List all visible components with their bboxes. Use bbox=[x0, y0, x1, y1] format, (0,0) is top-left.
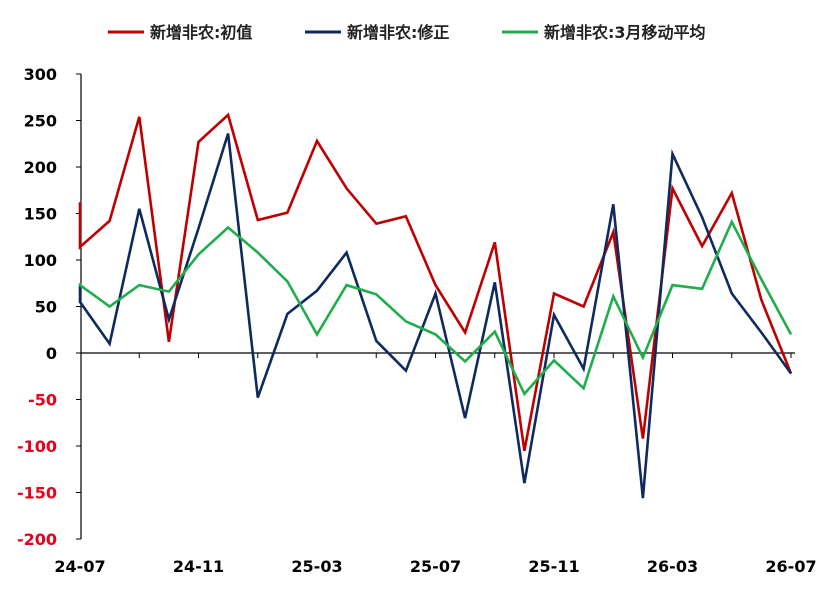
legend-item-2: 新增非农:修正 bbox=[305, 23, 449, 42]
y-tick-label: 50 bbox=[35, 298, 57, 317]
series-lines bbox=[78, 112, 793, 499]
x-axis-ticks: 24-07 24-11 25-03 25-07 25-11 26-03 26-07 bbox=[54, 557, 816, 576]
y-tick-label: 150 bbox=[24, 205, 57, 224]
y-tick-label: -100 bbox=[17, 437, 57, 456]
legend-item-3: 新增非农:3月移动平均 bbox=[502, 23, 706, 42]
legend-label: 新增非农:修正 bbox=[347, 23, 449, 42]
axes bbox=[76, 73, 795, 540]
legend: 新增非农:初值 新增非农:修正 新增非农:3月移动平均 bbox=[108, 23, 706, 42]
x-tick-label: 24-07 bbox=[54, 557, 105, 576]
y-tick-label: 300 bbox=[24, 65, 57, 84]
x-tick-label: 26-03 bbox=[647, 557, 698, 576]
y-tick-label: -200 bbox=[17, 530, 57, 549]
series-line-1 bbox=[78, 112, 793, 451]
y-tick-label: -150 bbox=[17, 484, 57, 503]
x-tick-label: 24-11 bbox=[173, 557, 224, 576]
x-tick-label: 25-03 bbox=[291, 557, 342, 576]
y-tick-label: 100 bbox=[24, 251, 57, 270]
y-tick-label: 250 bbox=[24, 112, 57, 131]
legend-label: 新增非农:3月移动平均 bbox=[544, 23, 706, 42]
y-tick-label: -50 bbox=[28, 391, 57, 410]
x-tick-label: 26-07 bbox=[765, 557, 816, 576]
legend-item-1: 新增非农:初值 bbox=[108, 23, 252, 42]
series-line-2 bbox=[78, 133, 793, 499]
y-tick-label: 0 bbox=[46, 344, 57, 363]
y-axis-ticks: 300 250 200 150 100 50 0 -50 -100 -150 -200 bbox=[17, 65, 57, 549]
x-tick-label: 25-11 bbox=[528, 557, 579, 576]
y-tick-label: 200 bbox=[24, 158, 57, 177]
series-line-3 bbox=[78, 218, 793, 397]
legend-label: 新增非农:初值 bbox=[150, 23, 252, 42]
x-tick-label: 25-07 bbox=[410, 557, 461, 576]
